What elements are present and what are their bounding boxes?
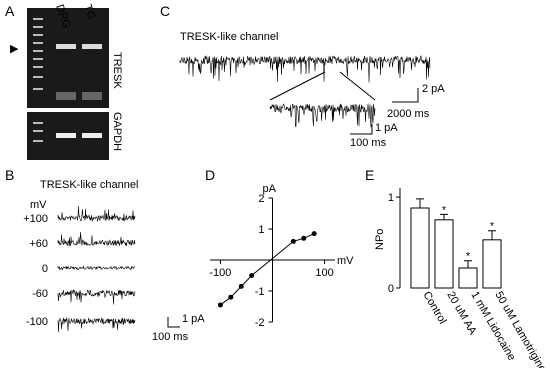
panel-label: D — [205, 167, 215, 183]
current-trace — [57, 265, 136, 271]
current-trace — [57, 289, 136, 305]
data-point — [238, 283, 244, 289]
data-point — [301, 235, 307, 241]
error-bar — [416, 198, 424, 208]
error-bar — [464, 260, 472, 268]
current-trace — [57, 231, 136, 247]
panel-label: B — [5, 167, 14, 183]
lane-label: TG — [81, 3, 98, 21]
x-tick-label: 100 — [315, 267, 333, 279]
scale-label: 100 ms — [350, 137, 387, 149]
gene-label: GAPDH — [111, 112, 123, 151]
y-tick-label: -1 — [255, 286, 265, 298]
bar — [410, 207, 430, 289]
bar — [482, 239, 502, 289]
x-tick-label: -100 — [209, 267, 231, 279]
panel-label: E — [365, 167, 374, 183]
y-tick-label: 0 — [388, 283, 394, 295]
voltage-label: +100 — [23, 213, 48, 225]
unit-label: mV — [30, 199, 47, 211]
data-point — [228, 294, 234, 300]
panel-title: TRESK-like channel — [180, 31, 278, 43]
x-axis-label: mV — [337, 255, 354, 267]
scale-label: 100 ms — [152, 331, 189, 343]
zoom-line — [269, 71, 326, 101]
scale-bar — [167, 317, 180, 328]
significance-marker: * — [442, 204, 447, 216]
error-bar — [488, 230, 496, 240]
gel-bands — [33, 18, 102, 142]
significance-marker: * — [490, 221, 495, 233]
y-tick-label: 1 — [258, 224, 264, 236]
current-trace — [269, 103, 376, 128]
scale-bar — [392, 88, 419, 103]
current-trace — [57, 205, 136, 222]
bar — [434, 219, 454, 289]
current-trace — [179, 55, 431, 83]
bar — [458, 267, 478, 289]
panel-label: C — [160, 3, 170, 19]
y-tick-label: -2 — [255, 317, 265, 329]
voltage-label: -60 — [32, 288, 48, 300]
data-point — [290, 238, 296, 244]
zoom-line — [339, 71, 376, 101]
y-tick-label: 1 — [388, 192, 394, 204]
y-axis-label: pA — [263, 183, 277, 195]
panel-label: A — [5, 3, 15, 19]
data-point — [249, 273, 255, 278]
scale-label: 1 pA — [182, 313, 205, 325]
scale-label: 1 pA — [375, 122, 398, 134]
iv-line — [220, 233, 315, 306]
current-trace — [57, 317, 136, 333]
data-point — [217, 302, 223, 308]
scale-bar — [350, 124, 373, 135]
arrow: ▶ — [10, 43, 19, 55]
data-point — [311, 231, 317, 237]
scale-label: 2 pA — [422, 83, 445, 95]
gene-label: TRESK — [111, 52, 123, 89]
error-bar — [440, 213, 448, 220]
voltage-label: 0 — [42, 263, 48, 275]
y-axis-label: NPo — [374, 229, 386, 250]
y-tick-label: 2 — [258, 193, 264, 205]
voltage-label: +60 — [29, 238, 48, 250]
significance-marker: * — [466, 251, 471, 263]
scale-label: 2000 ms — [387, 108, 430, 120]
panel-title: TRESK-like channel — [40, 179, 138, 191]
voltage-label: -100 — [26, 316, 48, 328]
